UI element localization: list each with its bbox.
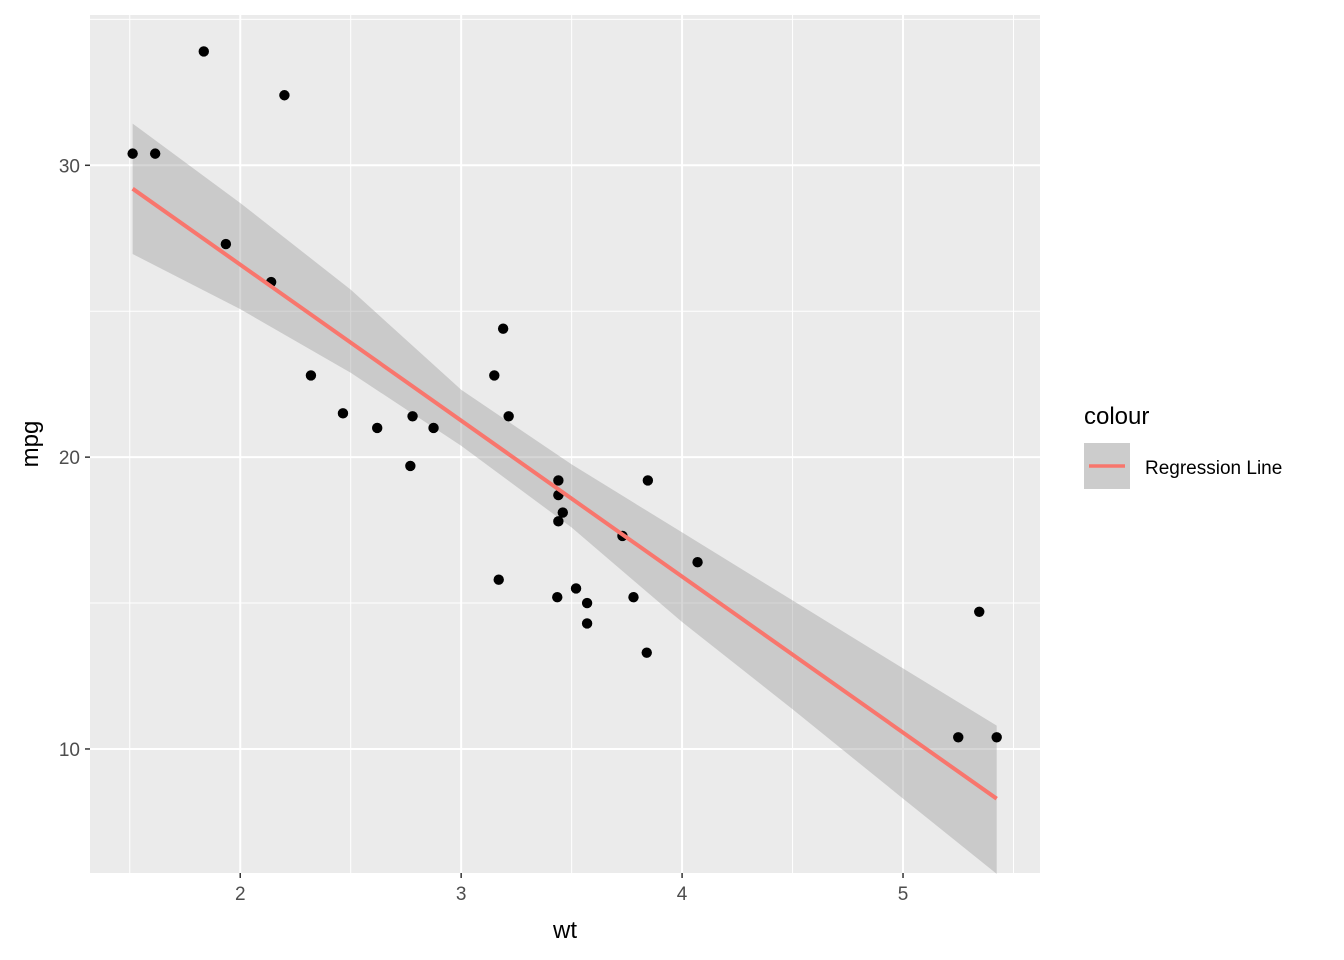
data-point (407, 411, 418, 422)
data-point (552, 592, 563, 603)
data-point (149, 148, 161, 159)
data-point (493, 574, 504, 585)
x-axis-title: wt (552, 917, 577, 944)
legend-title: colour (1084, 403, 1149, 430)
y-tick-label: 30 (59, 156, 80, 177)
data-point (553, 475, 564, 486)
data-point (337, 408, 349, 419)
data-point (974, 606, 985, 618)
data-point (953, 732, 964, 743)
data-point (581, 618, 593, 629)
data-point (641, 647, 652, 658)
data-point (553, 516, 564, 527)
data-point (497, 323, 509, 334)
data-point (428, 422, 439, 434)
data-point (692, 556, 703, 568)
major-gridlines (90, 15, 1040, 873)
panel-background (90, 15, 1040, 873)
data-point (127, 148, 138, 159)
data-point (628, 592, 639, 603)
y-axis: 10 20 30 (59, 156, 90, 761)
regression-line-layer (131, 187, 998, 801)
data-point (570, 583, 582, 594)
y-axis-title: mpg (17, 421, 44, 468)
confidence-band-layer (132, 123, 997, 874)
x-tick-label: 5 (898, 884, 909, 905)
data-point (372, 422, 383, 434)
legend: colour Regression Line (1084, 403, 1282, 489)
scatter-points (127, 46, 1002, 743)
regression-line (131, 187, 998, 801)
confidence-band (132, 123, 997, 874)
data-point (405, 460, 416, 472)
data-point (991, 732, 1002, 743)
x-tick-label: 3 (456, 884, 467, 905)
data-point (557, 507, 568, 518)
data-point (581, 597, 593, 609)
y-tick-label: 10 (59, 740, 80, 761)
legend-label-regression-line: Regression Line (1145, 458, 1282, 479)
data-point (642, 475, 654, 486)
data-point (489, 370, 500, 381)
data-point (198, 46, 209, 57)
data-point (220, 238, 232, 250)
x-tick-label: 2 (235, 884, 246, 905)
data-point (503, 411, 514, 422)
x-tick-label: 4 (677, 884, 688, 905)
y-tick-label: 20 (59, 448, 80, 469)
data-point (279, 90, 290, 101)
data-point (305, 370, 317, 381)
minor-gridlines (90, 15, 1040, 873)
x-axis: 2 3 4 5 (235, 873, 908, 905)
